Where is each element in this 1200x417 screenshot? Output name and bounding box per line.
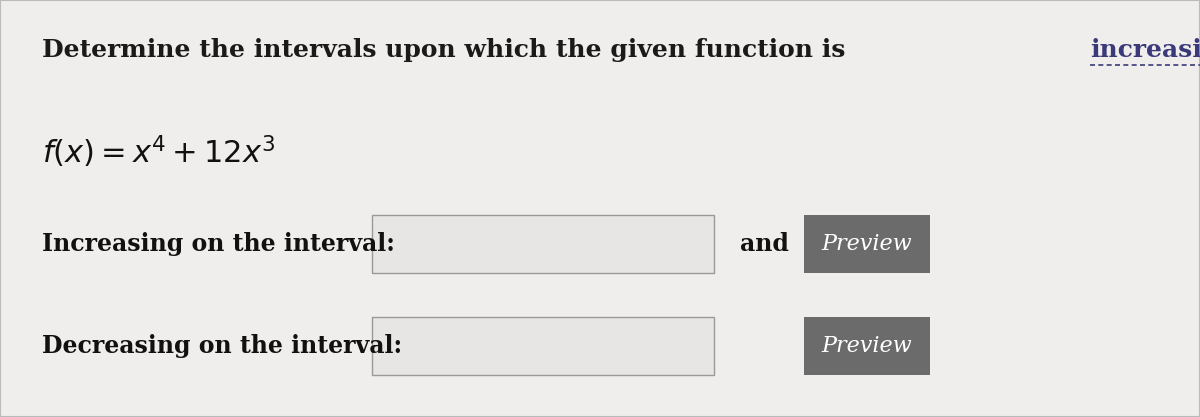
Text: Determine the intervals upon which the given function is: Determine the intervals upon which the g…: [42, 38, 854, 62]
Text: Preview: Preview: [822, 335, 912, 357]
Text: Preview: Preview: [822, 233, 912, 255]
Text: $f(x) = x^4 + 12x^3$: $f(x) = x^4 + 12x^3$: [42, 133, 276, 170]
Text: Increasing on the interval:: Increasing on the interval:: [42, 232, 395, 256]
Text: and: and: [740, 232, 790, 256]
FancyBboxPatch shape: [372, 215, 714, 273]
FancyBboxPatch shape: [804, 317, 930, 375]
FancyBboxPatch shape: [372, 317, 714, 375]
Text: increasing: increasing: [1090, 38, 1200, 62]
FancyBboxPatch shape: [804, 215, 930, 273]
Text: Decreasing on the interval:: Decreasing on the interval:: [42, 334, 402, 358]
